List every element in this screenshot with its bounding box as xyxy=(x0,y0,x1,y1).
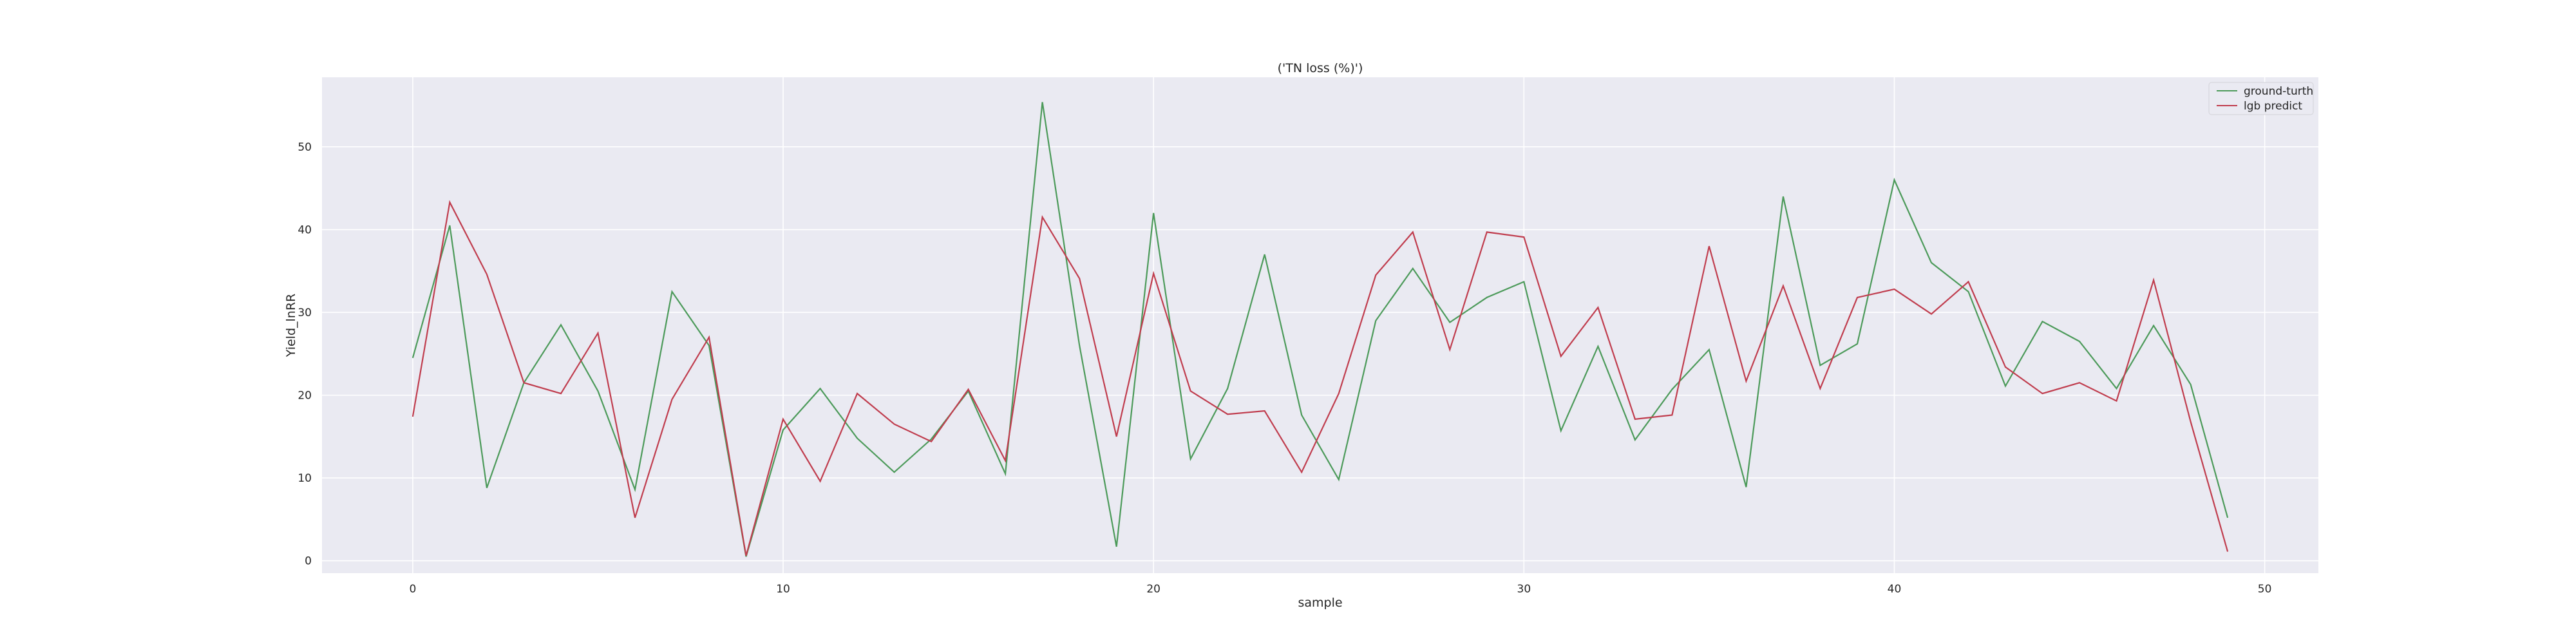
series-line-lgb-predict xyxy=(412,200,2229,556)
y-tick-label: 40 xyxy=(298,224,312,237)
x-tick-label: 50 xyxy=(2258,583,2272,596)
legend-label-lgb-predict: lgb predict xyxy=(2244,100,2302,113)
y-tick-label: 10 xyxy=(298,472,312,485)
x-axis-ticks: 0 10 20 30 40 50 xyxy=(409,583,2271,596)
y-axis-ticks: 0 10 20 30 40 50 xyxy=(298,141,312,568)
y-axis-label: Yield_lnRR xyxy=(284,294,298,357)
y-tick-label: 50 xyxy=(298,141,312,154)
x-tick-label: 0 xyxy=(409,583,416,596)
y-tick-label: 30 xyxy=(298,307,312,319)
grid-lines xyxy=(322,77,2318,573)
y-tick-label: 0 xyxy=(305,555,312,568)
x-tick-label: 20 xyxy=(1146,583,1160,596)
series-lines xyxy=(412,102,2229,557)
x-tick-label: 30 xyxy=(1517,583,1531,596)
series-line-ground-turth xyxy=(412,102,2229,557)
x-tick-label: 10 xyxy=(776,583,790,596)
plot-area xyxy=(322,77,2318,573)
legend: ground-turth lgb predict xyxy=(2208,82,2314,115)
x-axis-label: sample xyxy=(1298,596,1342,610)
legend-label-ground-turth: ground-turth xyxy=(2244,85,2313,98)
x-tick-label: 40 xyxy=(1888,583,1902,596)
chart-title: ('TN loss (%)') xyxy=(1278,61,1363,75)
y-tick-label: 20 xyxy=(298,390,312,402)
